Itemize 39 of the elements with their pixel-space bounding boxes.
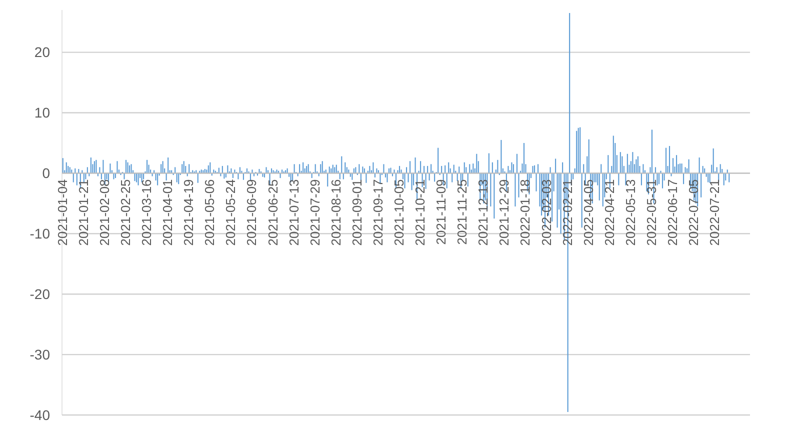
x-tick-label: 2021-01-04 (54, 179, 70, 246)
x-tick-label: 2021-04-01 (160, 179, 176, 246)
x-tick-label: 2022-04-21 (602, 179, 617, 246)
y-tick-label: -10 (30, 226, 50, 242)
x-tick-label: 2021-05-24 (223, 179, 238, 246)
x-tick-label: 2021-11-25 (454, 179, 470, 245)
x-tick-label: 2022-05-13 (622, 179, 638, 246)
x-tick-label: 2021-10-21 (412, 179, 428, 246)
x-tick-label: 2021-05-06 (202, 179, 218, 246)
y-tick-label: -40 (30, 406, 50, 423)
x-tick-label: 2021-07-13 (286, 179, 302, 246)
x-tick-label: 2022-02-03 (538, 179, 554, 246)
y-tick-label: 0 (42, 165, 50, 182)
x-tick-label: 2021-03-16 (139, 179, 154, 246)
x-tick-label: 2021-10-05 (392, 179, 407, 246)
x-tick-label: 2021-01-21 (76, 179, 91, 246)
x-tick-label: 2021-11-09 (434, 179, 449, 245)
x-tick-label: 2022-05-31 (644, 179, 659, 246)
x-tick-label: 2021-02-08 (96, 179, 112, 246)
x-tick-label: 2021-06-25 (265, 179, 280, 246)
x-tick-label: 2022-07-21 (707, 179, 722, 246)
y-tick-label: -30 (30, 346, 50, 362)
y-tick-label: 10 (34, 104, 50, 121)
x-tick-label: 2022-06-17 (665, 179, 680, 246)
x-tick-label: 2021-07-29 (307, 179, 322, 246)
x-tick-label: 2022-04-05 (580, 179, 596, 246)
x-tick-label: 2021-04-19 (181, 179, 196, 246)
x-tick-label: 2022-01-18 (518, 179, 533, 246)
x-tick-label: 2021-09-01 (349, 179, 364, 246)
x-tick-label: 2022-07-05 (686, 179, 702, 246)
x-tick-label: 2021-08-16 (328, 179, 344, 246)
x-tick-label: 2021-12-29 (496, 179, 512, 246)
y-tick-label: -20 (30, 286, 50, 302)
x-tick-label: 2021-09-17 (370, 179, 386, 246)
x-tick-label: 2021-02-25 (118, 179, 133, 246)
x-tick-label: 2021-06-09 (244, 179, 260, 246)
y-tick-label: 20 (34, 44, 50, 60)
x-tick-label: 2022-02-21 (560, 179, 575, 246)
x-tick-label: 2021-12-13 (476, 179, 491, 246)
